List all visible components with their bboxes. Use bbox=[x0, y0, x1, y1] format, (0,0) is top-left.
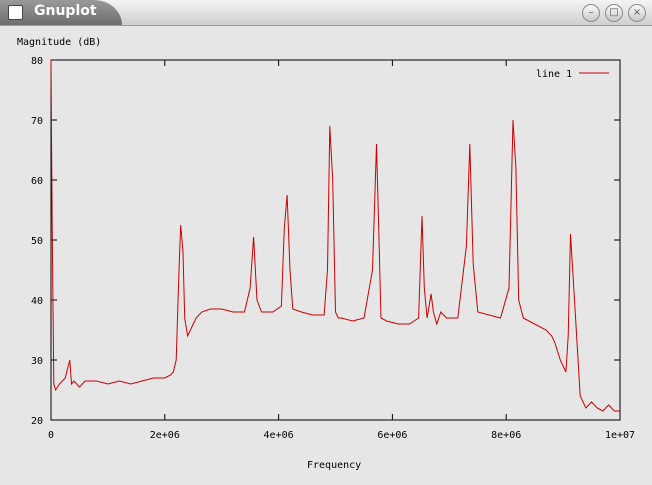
close-icon[interactable]: × bbox=[628, 4, 646, 22]
y-axis-label: Magnitude (dB) bbox=[17, 37, 101, 48]
window-title: Gnuplot bbox=[34, 3, 97, 19]
axis-ticks: 20 30 40 50 60 70 80 0 2e+06 4e+06 6e+06 8e+06 1e+07 bbox=[31, 56, 635, 441]
y-tick-label: 70 bbox=[31, 116, 43, 127]
plot-frame bbox=[50, 59, 621, 421]
y-tick-label: 30 bbox=[31, 356, 43, 367]
window-icon[interactable] bbox=[8, 5, 23, 20]
y-tick-label: 40 bbox=[31, 296, 43, 307]
chart-svg: Magnitude (dB) Frequency 20 30 40 50 60 70 80 0… bbox=[17, 37, 635, 471]
y-tick-label: 80 bbox=[31, 56, 43, 67]
y-tick-label: 50 bbox=[31, 236, 43, 247]
x-tick-label: 0 bbox=[48, 430, 54, 441]
minimize-icon[interactable]: – bbox=[582, 4, 600, 22]
plot-area: Magnitude (dB) Frequency 20 30 40 50 60 70 80 0… bbox=[1, 26, 651, 481]
title-tab: Gnuplot bbox=[0, 0, 122, 25]
series-line-1 bbox=[50, 59, 620, 412]
x-tick-label: 4e+06 bbox=[264, 430, 294, 441]
legend: line 1 bbox=[536, 69, 609, 80]
legend-label: line 1 bbox=[536, 69, 572, 80]
maximize-icon[interactable]: □ bbox=[605, 4, 623, 22]
x-tick-label: 6e+06 bbox=[377, 430, 407, 441]
x-axis-label: Frequency bbox=[307, 460, 361, 471]
x-tick-label: 8e+06 bbox=[491, 430, 521, 441]
x-tick-label: 2e+06 bbox=[150, 430, 180, 441]
y-tick-label: 20 bbox=[31, 416, 43, 427]
x-tick-label: 1e+07 bbox=[605, 430, 635, 441]
title-bar[interactable]: Gnuplot – □ × bbox=[0, 0, 652, 26]
y-tick-label: 60 bbox=[31, 176, 43, 187]
